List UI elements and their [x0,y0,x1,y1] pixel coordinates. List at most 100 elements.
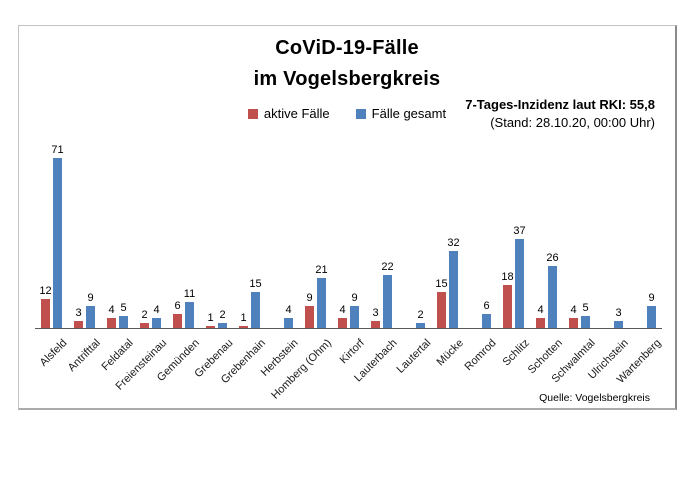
category-group: 6 11 Gemünden [155,156,202,384]
value-label: 4 [537,304,544,316]
chart-title: CoViD-19-Fälle im Vogelsbergkreis [19,33,675,95]
total-cases-bar: 2 [218,309,227,328]
value-label: 5 [582,302,589,314]
active-cases-bar: 2 [140,309,149,328]
total-cases-bar: 71 [51,144,64,328]
category-group: 9 Wartenberg [615,156,664,386]
category-label: Romrod [462,337,499,374]
active-cases-bar: 1 [239,312,248,328]
value-label: 6 [483,300,490,312]
plot-area: 12 71 Alsfeld 3 9 Antrifttal 4 5 Feldatal 2 4 Freie… [35,144,664,402]
active-cases-bar: 4 [338,304,347,328]
category-group: 4 9 Kirtorf [332,156,367,366]
total-cases-bar: 4 [152,304,161,328]
category-label: Antrifttal [65,337,103,375]
category-group: 18 37 Schlitz [497,156,532,368]
incidence-date-line: (Stand: 28.10.20, 00:00 Uhr) [490,115,655,130]
incidence-value-line: 7-Tages-Inzidenz laut RKI: 55,8 [465,97,655,112]
value-label: 2 [417,309,424,321]
category-label: Homberg (Ohm) [269,337,334,402]
legend-label-total: Fälle gesamt [371,106,447,121]
total-cases-bar: 3 [614,307,623,328]
total-cases-bar: 37 [513,225,526,328]
value-label: 4 [339,304,346,316]
source-caption: Quelle: Vogelsbergkreis [539,392,650,404]
total-cases-bar: 4 [284,304,293,328]
value-label: 12 [39,285,52,297]
value-label: 3 [615,307,622,319]
value-label: 22 [381,261,394,273]
value-label: 18 [501,271,514,283]
category-label: Lautertal [394,337,433,376]
total-cases-bar: 2 [416,309,425,328]
value-label: 3 [372,307,379,319]
incidence-annotation: 7-Tages-Inzidenz laut RKI: 55,8 (Stand: … [465,96,655,132]
value-label: 11 [183,288,196,300]
category-label: Schlitz [500,337,532,369]
total-cases-bar: 5 [581,302,590,328]
total-cases-bar: 9 [86,292,95,328]
category-group: 3 9 Antrifttal [66,156,103,374]
category-group: 4 5 Schwalmtal [550,156,598,385]
value-label: 4 [285,304,292,316]
total-cases-bar: 9 [350,292,359,328]
value-label: 9 [87,292,94,304]
value-label: 15 [435,278,448,290]
total-cases-bar: 22 [381,261,394,328]
value-label: 1 [240,312,247,324]
active-cases-bar: 18 [501,271,514,328]
value-label: 4 [153,304,160,316]
total-cases-bar: 32 [447,237,460,328]
category-label: Kirtorf [337,337,367,367]
legend-item-active: aktive Fälle [247,106,330,121]
category-group: 1 15 Grebenhain [219,156,268,386]
category-group: 1 2 Grebenau [192,156,235,380]
total-cases-bar: 15 [249,278,262,328]
category-group: 9 21 Homberg (Ohm) [269,156,334,402]
value-label: 9 [306,292,313,304]
active-series-swatch-icon [247,108,258,119]
active-cases-bar: 9 [305,292,314,328]
active-cases-bar: 3 [74,307,83,328]
legend-label-active: aktive Fälle [263,106,330,121]
value-label: 3 [75,307,82,319]
active-cases-bar: 4 [536,304,545,328]
active-cases-bar: 3 [371,307,380,328]
total-cases-bar: 21 [315,264,328,328]
category-group: 4 26 Schotten [526,156,565,376]
total-cases-bar: 9 [647,292,656,328]
value-label: 26 [546,252,559,264]
category-label: Alsfeld [38,337,70,369]
value-label: 4 [570,304,577,316]
active-cases-bar: 15 [435,278,448,328]
total-series-swatch-icon [355,108,366,119]
value-label: 37 [513,225,526,237]
active-cases-bar: 6 [173,300,182,328]
value-label: 71 [51,144,64,156]
value-label: 6 [174,300,181,312]
value-label: 1 [207,312,214,324]
value-label: 9 [351,292,358,304]
total-cases-bar: 11 [184,288,195,328]
category-group: 12 71 Alsfeld [35,144,70,369]
value-label: 2 [219,309,226,321]
total-cases-bar: 5 [119,302,128,328]
category-group: 2 4 Freiensteinau [113,156,169,393]
category-group: 3 Ulrichstein [586,156,631,382]
value-label: 32 [447,237,460,249]
category-group: 4 Herbstein [259,156,301,379]
legend-item-total: Fälle gesamt [355,106,447,121]
active-cases-bar: 1 [206,312,215,328]
value-label: 15 [249,278,262,290]
active-cases-bar: 4 [107,304,116,328]
category-group: 6 Romrod [463,156,499,373]
value-label: 2 [141,309,148,321]
active-cases-bar: 4 [569,304,578,328]
chart-title-line-2: im Vogelsbergkreis [253,68,441,90]
value-label: 21 [315,264,328,276]
total-cases-bar: 26 [546,252,559,328]
value-label: 9 [648,292,655,304]
chart-title-line-1: CoViD-19-Fälle [275,37,419,59]
category-group: 15 32 Mücke [431,156,466,368]
active-cases-bar: 12 [39,285,52,328]
